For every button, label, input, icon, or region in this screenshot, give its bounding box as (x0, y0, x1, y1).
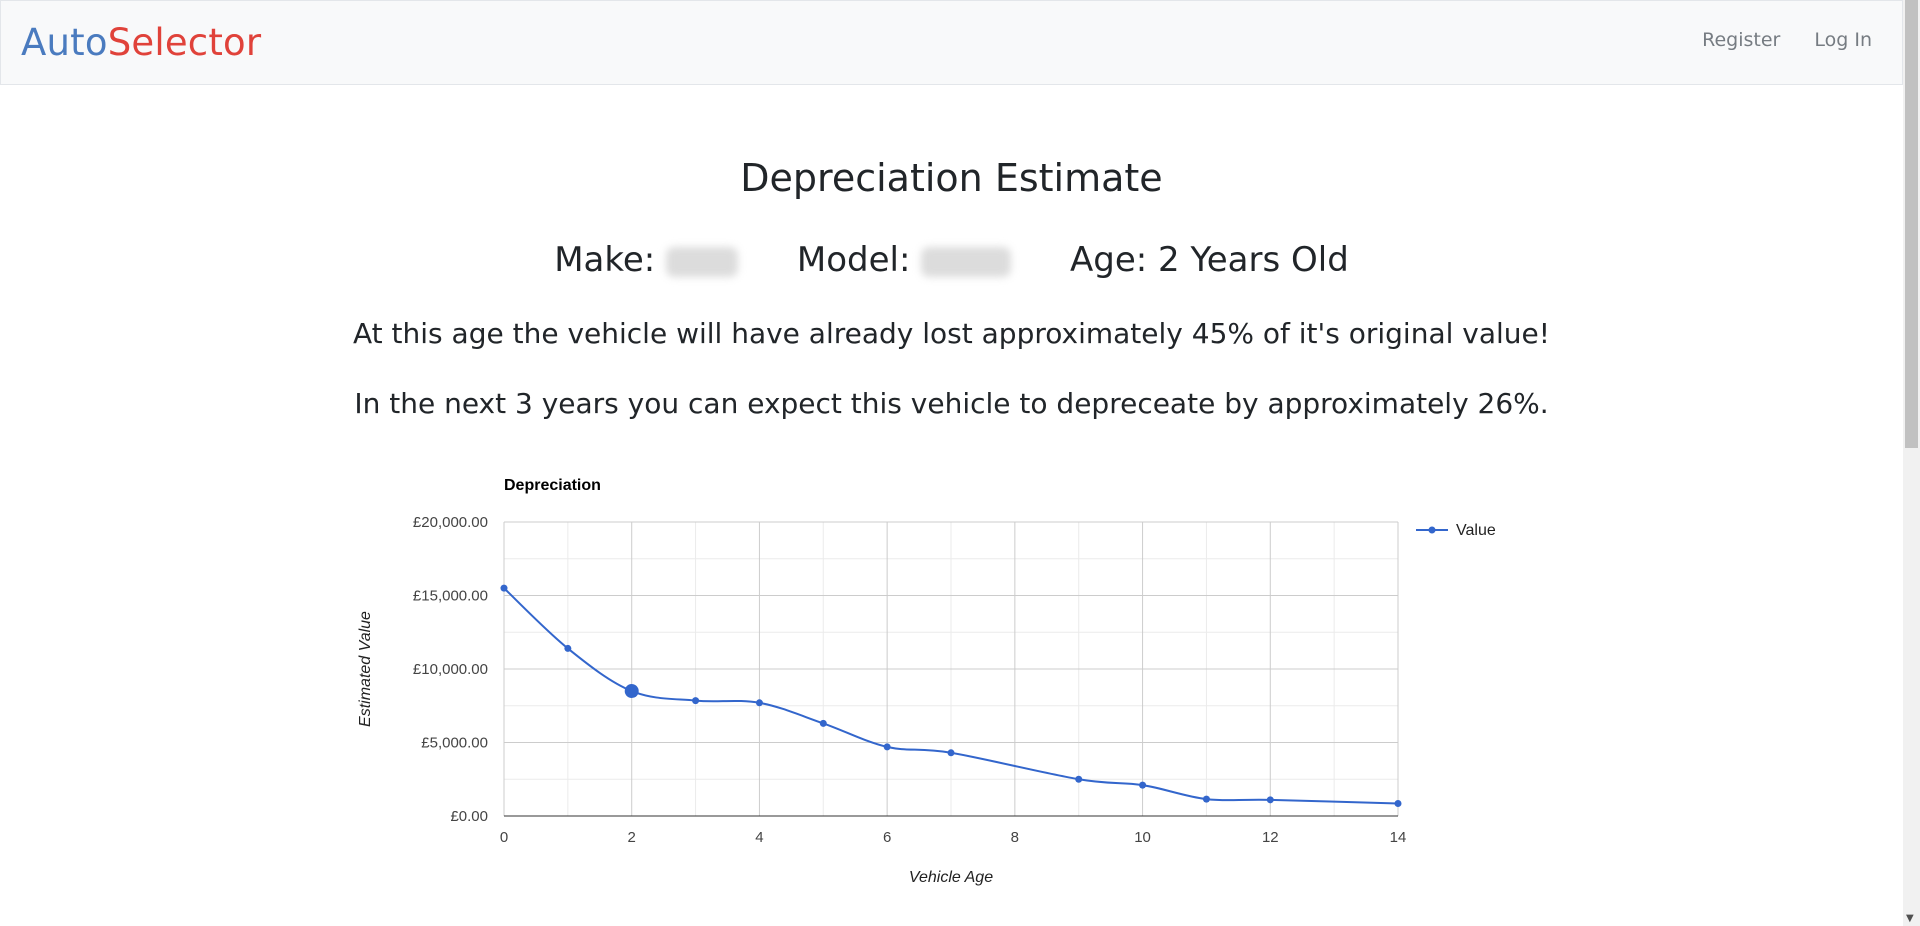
y-tick-label: £15,000.00 (413, 588, 488, 605)
vehicle-info: Make: Model: Age: 2 Years Old (0, 236, 1903, 284)
age-info: Age: 2 Years Old (1070, 240, 1349, 280)
data-point (692, 697, 700, 705)
register-link[interactable]: Register (1702, 29, 1781, 51)
x-tick-label: 10 (1134, 829, 1151, 846)
chart-svg: 0 2 4 6 8 10 12 14 £0.00 £5,000.00 £10,000.00 £15,0… (357, 477, 1496, 886)
depreciation-chart: 0 2 4 6 8 10 12 14 £0.00 £5,000.00 £10,000.00 £15,0… (340, 462, 1540, 902)
x-tick-label: 4 (755, 829, 763, 846)
data-point (1075, 775, 1083, 783)
page-title: Depreciation Estimate (740, 156, 1163, 200)
chart-title: Depreciation (504, 477, 601, 494)
make-info: Make: (554, 240, 749, 280)
data-point (1202, 795, 1210, 803)
x-tick-label: 12 (1262, 829, 1279, 846)
highlighted-data-point (624, 684, 639, 699)
data-point (883, 743, 891, 751)
nav-links: Register Log In (1674, 29, 1872, 51)
legend-label: Value (1456, 522, 1496, 539)
data-point (1139, 781, 1147, 789)
y-tick-label: £0.00 (450, 808, 488, 825)
data-point (500, 584, 508, 592)
data-point (947, 749, 955, 757)
model-value-redacted (921, 246, 1012, 277)
model-label: Model: (796, 240, 911, 280)
y-axis-title: Estimated Value (357, 611, 374, 727)
data-point (564, 644, 572, 652)
data-point (1394, 800, 1402, 808)
data-point (819, 719, 827, 727)
brand-logo[interactable]: AutoSelector (21, 19, 261, 67)
y-tick-label: £20,000.00 (413, 514, 488, 531)
x-tick-label: 6 (883, 829, 891, 846)
x-axis-title: Vehicle Age (909, 869, 993, 886)
data-point (755, 699, 763, 707)
value-lost-message: At this age the vehicle will have alread… (353, 317, 1550, 350)
login-link[interactable]: Log In (1814, 29, 1872, 51)
x-tick-label: 14 (1390, 829, 1407, 846)
x-tick-label: 2 (628, 829, 636, 846)
y-tick-label: £10,000.00 (413, 661, 488, 678)
model-info: Model: (797, 240, 1022, 280)
brand-part-auto: Auto (21, 21, 108, 64)
scroll-down-arrow-icon[interactable]: ▼ (1906, 913, 1914, 924)
legend-marker (1428, 526, 1436, 534)
page-scrollbar[interactable]: ▼ (1903, 0, 1920, 926)
make-value-redacted (666, 246, 739, 277)
data-point (1266, 796, 1274, 804)
navbar: AutoSelector Register Log In (0, 0, 1903, 85)
future-depreciation-message: In the next 3 years you can expect this … (354, 387, 1549, 420)
scrollbar-thumb[interactable] (1905, 0, 1918, 448)
y-tick-label: £5,000.00 (421, 735, 488, 752)
brand-part-selector: Selector (107, 21, 262, 64)
x-tick-label: 8 (1011, 829, 1019, 846)
x-tick-label: 0 (500, 829, 508, 846)
make-label: Make: (554, 240, 656, 280)
